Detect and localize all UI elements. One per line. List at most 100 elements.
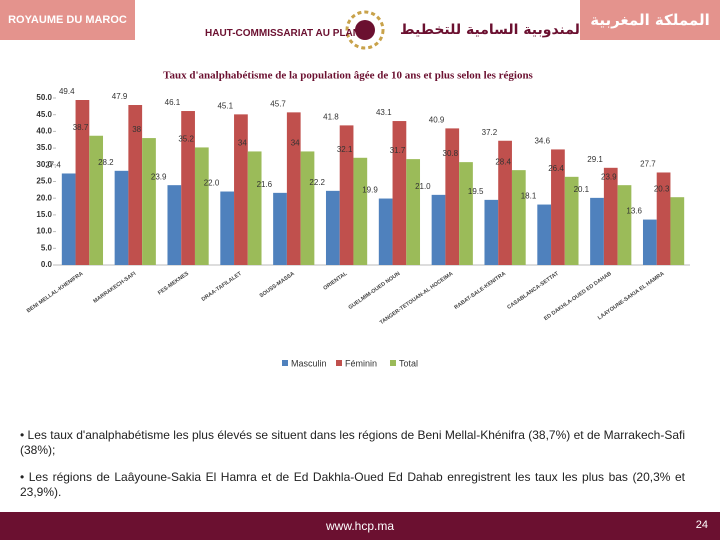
x-tick-label: RABAT-SALE-KENITRA <box>453 271 507 311</box>
bullet: • Les régions de Laâyoune-Sakia El Hamra… <box>20 470 685 499</box>
kingdom-ar: المملكة المغربية <box>580 0 720 40</box>
data-label: 20.1 <box>574 185 590 194</box>
data-label: 19.5 <box>468 187 484 196</box>
data-label: 47.9 <box>112 92 128 101</box>
data-label: 23.9 <box>601 172 617 181</box>
bar <box>75 100 90 265</box>
data-label: 31.7 <box>390 146 406 155</box>
data-label: 21.6 <box>257 180 273 189</box>
data-label: 38.7 <box>73 123 89 132</box>
legend-label: Masculin <box>291 358 327 368</box>
data-label: 34.6 <box>534 137 550 146</box>
bar <box>273 192 287 265</box>
data-label: 40.9 <box>429 116 445 125</box>
bar <box>392 121 407 265</box>
y-tick-label: 0.0 <box>41 260 53 269</box>
bar <box>339 125 354 265</box>
data-label: 34 <box>238 139 247 148</box>
bar <box>353 157 368 265</box>
bar <box>603 167 618 265</box>
data-label: 35.2 <box>178 135 194 144</box>
data-label: 20.3 <box>654 184 670 193</box>
data-label: 22.0 <box>204 179 220 188</box>
data-label: 19.9 <box>362 186 378 195</box>
y-tick-label: 25.0 <box>36 177 52 186</box>
bar <box>431 194 446 265</box>
bar <box>484 199 499 265</box>
header: ROYAUME DU MAROC HAUT-COMMISSARIAT AU PL… <box>0 0 720 56</box>
bar <box>551 149 565 265</box>
logo <box>345 10 385 50</box>
data-label: 46.1 <box>165 98 181 107</box>
bar <box>89 135 104 265</box>
x-tick-label: BENI MELLAL-KHENIFRA <box>26 271 85 314</box>
bar <box>445 128 460 265</box>
footer: www.hcp.ma 24 <box>0 512 720 540</box>
data-label: 27.7 <box>640 160 656 169</box>
data-label: 41.8 <box>323 112 339 121</box>
bar <box>61 173 76 265</box>
y-tick-label: 10.0 <box>36 227 52 236</box>
data-label: 37.2 <box>482 128 498 137</box>
y-tick-label: 30.0 <box>36 160 52 169</box>
y-tick-label: 35.0 <box>36 143 52 152</box>
y-tick-label: 15.0 <box>36 210 52 219</box>
legend-swatch <box>336 360 342 366</box>
data-label: 18.1 <box>521 192 537 201</box>
bar <box>247 151 262 265</box>
data-label: 28.2 <box>98 158 114 167</box>
data-label: 28.4 <box>495 157 511 166</box>
org-fr: HAUT-COMMISSARIAT AU PLAN <box>205 28 360 39</box>
data-label: 30.8 <box>443 149 459 158</box>
bar <box>220 191 235 265</box>
x-tick-label: FES-MEKNES <box>157 271 190 297</box>
x-tick-label: ORIENTAL <box>322 271 349 292</box>
data-label: 29.1 <box>587 155 603 164</box>
x-tick-label: DRAA-TAFILALET <box>201 271 244 303</box>
bar <box>537 204 552 265</box>
x-tick-label: CASABLANCA-SETTAT <box>506 271 560 311</box>
x-tick-label: GUELMIM-OUED NOUN <box>348 271 402 311</box>
bar <box>378 198 393 265</box>
url[interactable]: www.hcp.ma <box>325 519 395 533</box>
x-tick-label: SOUSS-MASSA <box>259 271 296 299</box>
data-label: 45.7 <box>270 99 286 108</box>
x-tick-label: MARRAKECH-SAFI <box>92 271 137 305</box>
data-label: 13.6 <box>626 207 642 216</box>
bar <box>286 112 301 265</box>
data-label: 38 <box>132 125 141 134</box>
bar <box>181 111 195 265</box>
bar <box>590 197 604 265</box>
data-label: 34 <box>291 139 300 148</box>
y-tick-label: 50.0 <box>36 93 52 102</box>
bar <box>406 159 421 265</box>
data-label: 26.4 <box>548 164 564 173</box>
bar <box>459 162 473 265</box>
data-label: 27.4 <box>45 161 61 170</box>
bar <box>670 197 685 265</box>
bar <box>617 185 632 265</box>
bar <box>564 176 579 265</box>
bar <box>498 140 512 265</box>
kingdom-fr: ROYAUME DU MAROC <box>0 0 135 40</box>
legend-swatch <box>390 360 396 366</box>
bar <box>300 151 315 265</box>
y-tick-label: 40.0 <box>36 127 52 136</box>
bar <box>511 170 526 265</box>
data-label: 21.0 <box>415 182 431 191</box>
chart-title: Taux d'analphabétisme de la population â… <box>163 70 533 82</box>
bar <box>128 105 143 265</box>
bar <box>325 190 340 265</box>
y-tick-label: 20.0 <box>36 193 52 202</box>
bar <box>142 138 156 265</box>
legend-swatch <box>282 360 288 366</box>
data-label: 45.1 <box>217 101 233 110</box>
bullet: • Les taux d'analphabétisme les plus éle… <box>20 428 685 457</box>
legend-label: Total <box>399 358 418 368</box>
bar <box>167 185 182 265</box>
data-label: 49.4 <box>59 87 75 96</box>
legend-label: Féminin <box>345 358 377 368</box>
page-number: 24 <box>695 519 708 531</box>
bar <box>194 147 209 265</box>
